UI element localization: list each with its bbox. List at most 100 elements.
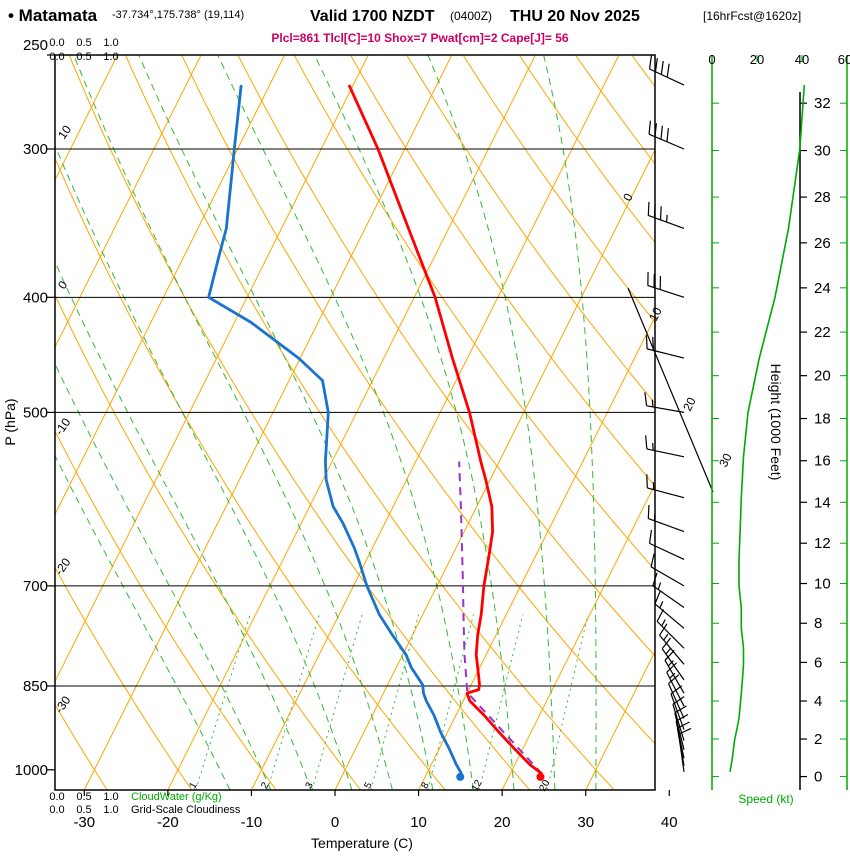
cloudwater-scale-label: 0.5: [76, 37, 91, 49]
dry-adiabat-line: [55, 157, 446, 790]
pressure-axis-title: P (hPa): [2, 398, 18, 445]
height-tick-label: 20: [814, 368, 831, 385]
temperature-tick-label: 10: [410, 814, 427, 831]
cloudiness-scale-label: 0.0: [49, 51, 64, 63]
forecast-tag: [16hrFcst@1620z]: [703, 9, 801, 23]
wind-barbs: [644, 55, 692, 772]
temperature-tick-label: 0: [331, 814, 339, 831]
wind-barb: [650, 553, 685, 587]
wind-barb: [648, 55, 685, 86]
temperature-tick-label: -30: [73, 814, 95, 831]
height-tick-label: 22: [814, 324, 831, 341]
pressure-tick-label: 250: [23, 37, 48, 54]
dry-adiabat-line: [55, 703, 108, 790]
speed-profile-curve: [729, 84, 806, 772]
mixing-ratio-line: [427, 614, 474, 790]
temperature-curve: [347, 84, 543, 776]
isotherm-line: [55, 55, 202, 349]
height-tick-label: 12: [814, 535, 831, 552]
wind-barb: [646, 474, 685, 499]
dry-adiabat-line: [55, 566, 193, 790]
temperature-tick-label: 40: [661, 814, 678, 831]
speed-tick-label: 60: [838, 52, 850, 67]
wind-barb: [664, 649, 685, 694]
mixing-ratio-label: 8: [419, 780, 432, 791]
wind-barb: [654, 591, 685, 629]
mixing-ratio-label: 2: [259, 780, 272, 791]
isotherm-line: [55, 55, 369, 683]
moist-adiabat-lines: [55, 55, 597, 790]
moist-adiabat-line: [73, 55, 393, 790]
height-tick-label: 0: [814, 769, 822, 786]
moist-adiabat-line: [55, 362, 272, 790]
cloudiness-scale-label: 1.0: [103, 804, 118, 816]
height-tick-label: 6: [814, 654, 822, 671]
height-tick-label: 26: [814, 235, 831, 252]
mixing-ratio-line: [267, 614, 320, 790]
height-tick-label: 30: [814, 143, 831, 160]
dry-adiabat-line: [293, 55, 655, 571]
frame-rect: [54, 54, 656, 791]
wind-barb: [645, 335, 685, 359]
moist-adiabat-line: [217, 55, 474, 790]
wind-barb: [647, 201, 685, 230]
station-name: • Matamata: [8, 6, 98, 25]
cloudwater-scale-label: 0.5: [76, 791, 91, 803]
pressure-labels: 250 300 400 500 700 850 1000: [15, 37, 55, 779]
temperature-tick-label: 30: [577, 814, 594, 831]
cloudiness-scale-label: 0.0: [49, 804, 64, 816]
mixing-ratio-lines: [195, 614, 589, 790]
cloudwater-scale-label: 0.0: [49, 791, 64, 803]
cloudiness-axis-title: Grid-Scale Cloudiness: [131, 804, 241, 816]
wind-barb: [678, 727, 692, 772]
isotherm-line: [83, 55, 453, 790]
wind-barb: [647, 504, 685, 533]
moist-adiabat-line: [55, 144, 353, 790]
mixing-ratio-line: [195, 614, 251, 790]
height-tick-label: 10: [814, 576, 831, 593]
cloudiness-scale-label: 0.5: [76, 51, 91, 63]
speed-axis-title: Speed (kt): [738, 792, 793, 806]
dry-adiabat-line: [237, 55, 655, 657]
surface-dewpoint-dot: [456, 772, 465, 781]
dry-adiabat-lines: [55, 55, 655, 790]
mixing-ratio-line: [546, 614, 589, 790]
pressure-gridlines: [55, 148, 655, 687]
height-tick-label: 4: [814, 693, 822, 710]
plot-frame: [54, 54, 714, 791]
height-tick-label: 2: [814, 731, 822, 748]
pressure-tick-label: 300: [23, 141, 48, 158]
height-tick-label: 16: [814, 453, 831, 470]
boundary-cut-line: [627, 287, 714, 493]
moist-adiabat-line: [427, 55, 556, 790]
mixing-ratio-label: 3: [304, 780, 317, 791]
height-tick-label: 32: [814, 95, 831, 112]
wind-barb: [672, 696, 685, 741]
pressure-tick-label: 400: [23, 289, 48, 306]
mixing-ratio-label: 5: [362, 780, 375, 791]
isotherm-line: [250, 55, 620, 790]
height-tick-label: 8: [814, 615, 822, 632]
wind-barb: [648, 529, 685, 560]
dry-adiabat-label: 10: [55, 122, 74, 141]
height-axis-title: Height (1000 Feet): [768, 364, 784, 481]
dry-adiabat-line: [68, 55, 531, 790]
station-coords: -37.734°,175.738° (19,114): [112, 9, 244, 21]
wind-barb: [666, 662, 685, 707]
isotherm-edge-label: 30: [716, 451, 735, 470]
moist-adiabat-line: [55, 260, 312, 790]
height-tick-label: 28: [814, 189, 831, 206]
speed-tick-label: 0: [708, 52, 715, 67]
wind-barb: [659, 623, 685, 665]
isotherm-lines: [55, 55, 655, 790]
dry-adiabat-line: [124, 55, 615, 790]
moist-adiabat-line: [55, 454, 231, 790]
moist-adiabat-line: [543, 55, 597, 790]
dry-adiabat-line: [349, 55, 655, 487]
wind-barb: [644, 392, 685, 413]
dewpoint-curve: [207, 84, 463, 775]
height-tick-label: 14: [814, 494, 831, 511]
temperature-axis-title: Temperature (C): [311, 835, 413, 851]
height-tick-label: 18: [814, 411, 831, 428]
